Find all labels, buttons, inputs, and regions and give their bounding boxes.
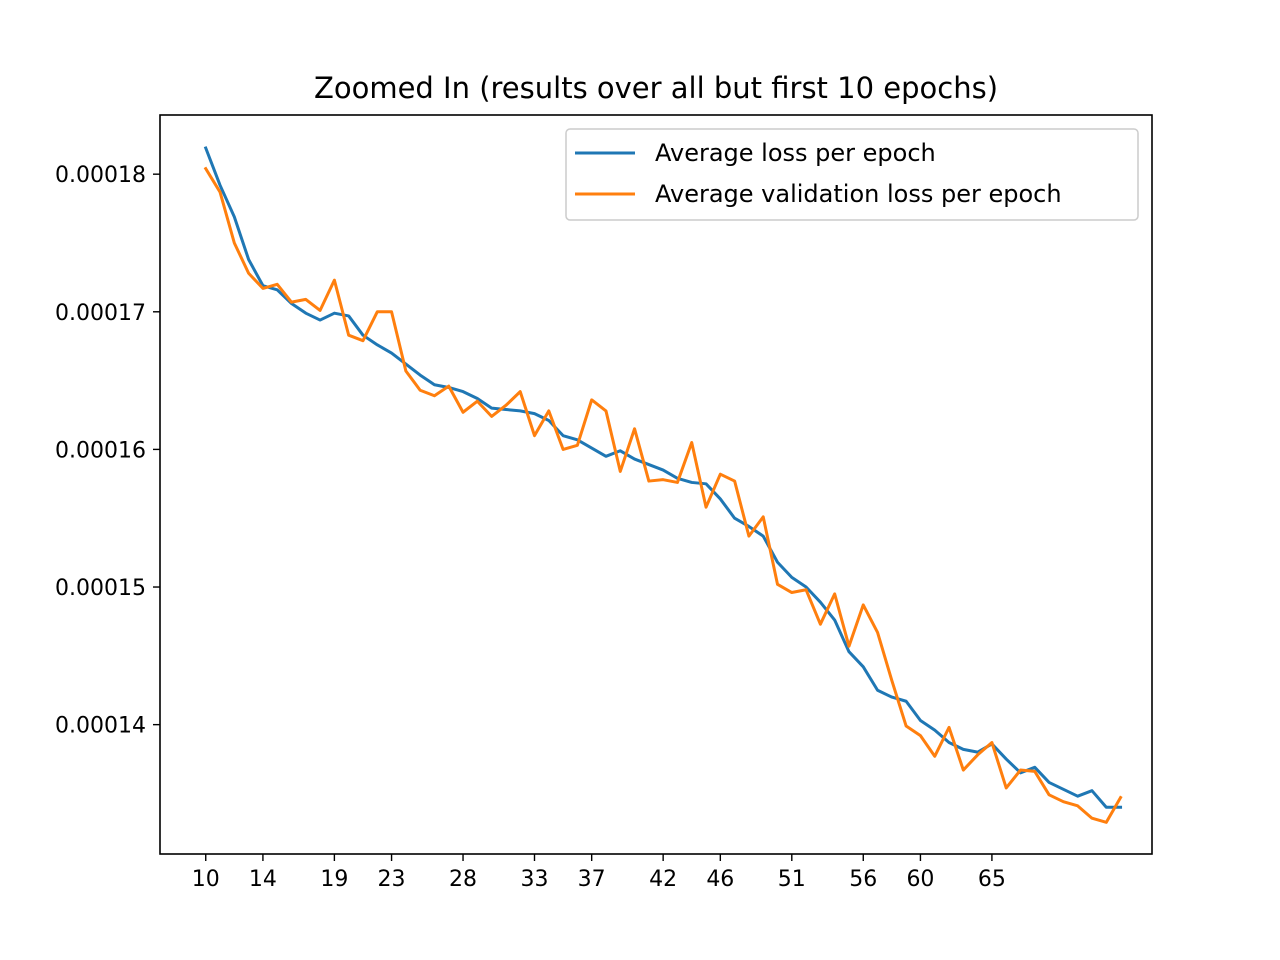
y-tick-label: 0.00018 xyxy=(55,163,146,188)
plot-area xyxy=(159,114,1153,855)
y-tick-label: 0.00016 xyxy=(55,438,146,463)
x-tick-label: 14 xyxy=(249,867,277,892)
y-axis: 0.00014 0.00015 0.00016 0.00017 0.00018 xyxy=(55,163,160,739)
legend-label-training: Average loss per epoch xyxy=(655,139,936,167)
series-lines xyxy=(203,146,1123,824)
x-tick-label: 42 xyxy=(649,867,677,892)
x-tick-label: 60 xyxy=(906,867,934,892)
x-tick-label: 37 xyxy=(578,867,606,892)
x-tick-label: 33 xyxy=(521,867,549,892)
y-tick-label: 0.00015 xyxy=(55,576,146,601)
x-tick-label: 19 xyxy=(320,867,348,892)
chart-title: Zoomed In (results over all but first 10… xyxy=(314,71,998,105)
legend-box xyxy=(565,128,1139,221)
x-tick-label: 23 xyxy=(378,867,406,892)
x-tick-label: 51 xyxy=(778,867,806,892)
legend-label-validation: Average validation loss per epoch xyxy=(655,180,1062,208)
training-loss-line xyxy=(203,146,1123,809)
legend[interactable]: Average loss per epoch Average validatio… xyxy=(565,128,1139,221)
x-tick-label: 10 xyxy=(192,867,220,892)
y-tick-label: 0.00014 xyxy=(55,714,146,739)
x-tick-label: 28 xyxy=(449,867,477,892)
x-tick-label: 65 xyxy=(978,867,1006,892)
x-axis: 10 14 19 23 28 33 37 42 46 51 56 60 65 xyxy=(192,854,1006,892)
x-tick-label: 46 xyxy=(706,867,734,892)
validation-loss-line xyxy=(203,166,1123,824)
x-tick-label: 56 xyxy=(849,867,877,892)
y-tick-label: 0.00017 xyxy=(55,301,146,326)
